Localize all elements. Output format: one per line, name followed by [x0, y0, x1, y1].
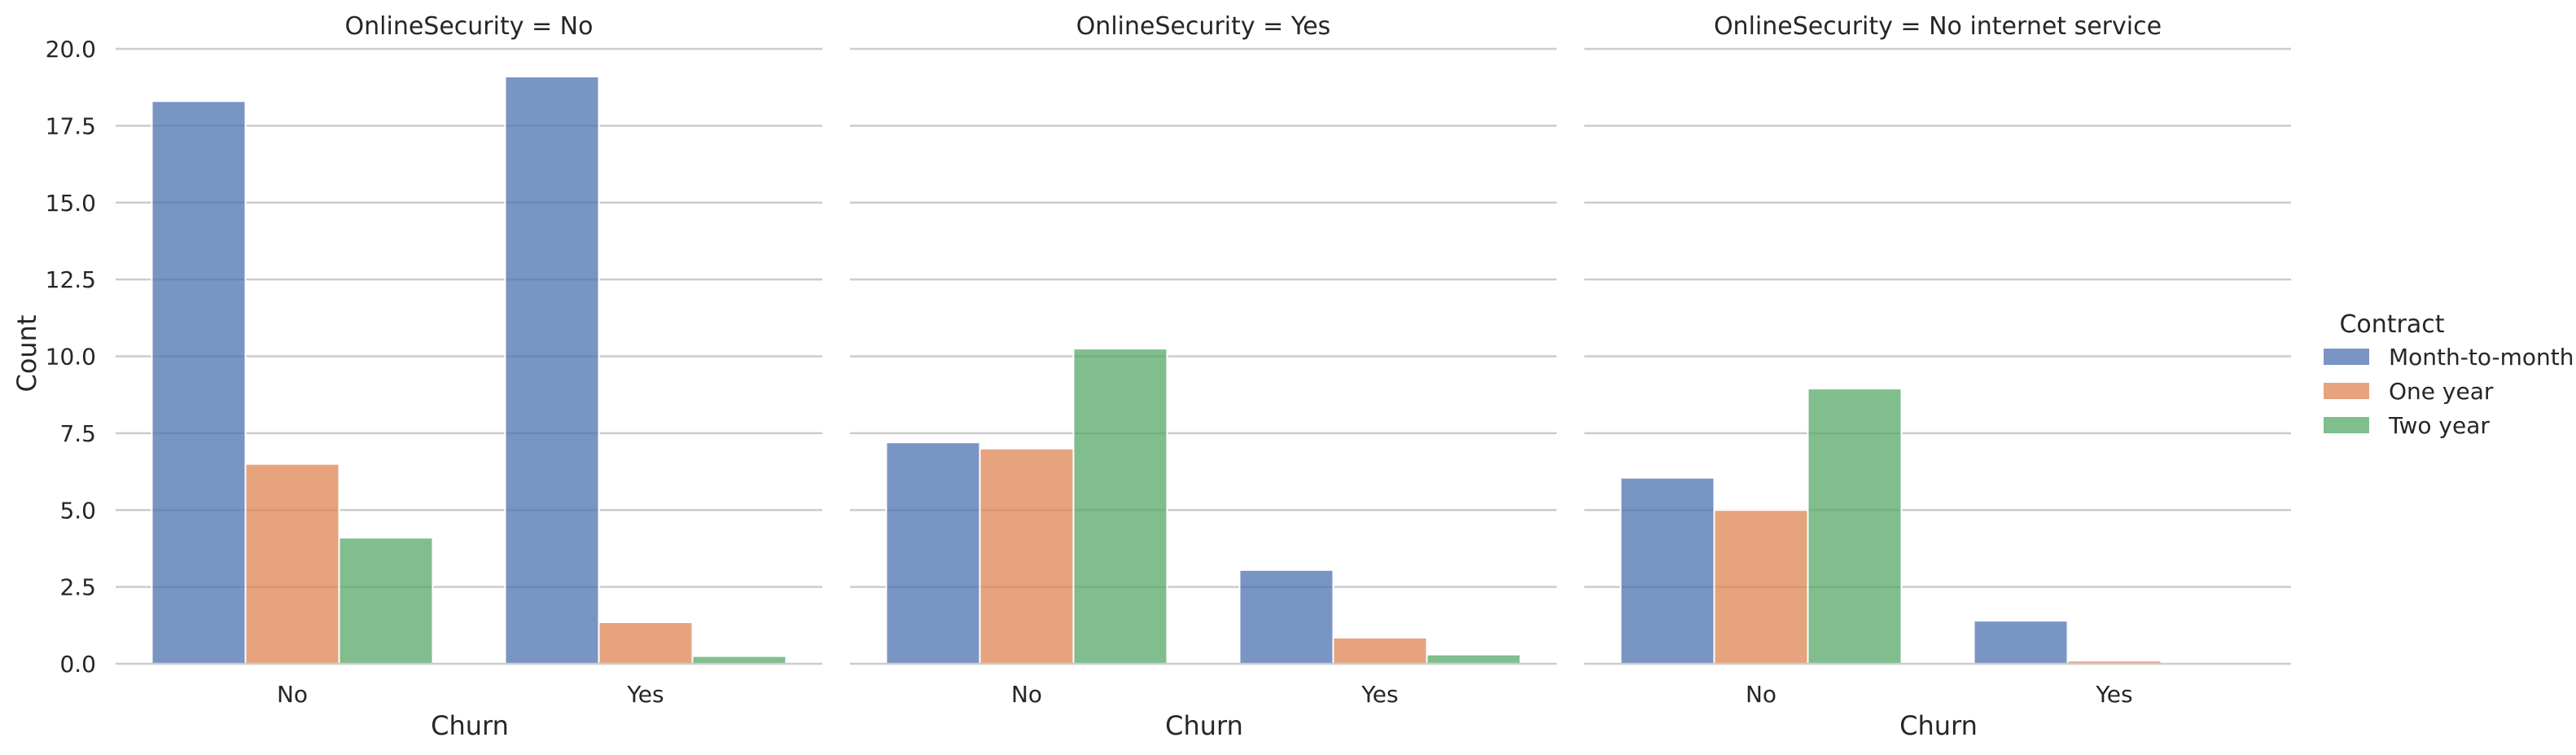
panel-3: OnlineSecurity = No internet service No Ye… — [1584, 12, 2291, 741]
bar-month-to-month-yes — [504, 75, 600, 665]
x-tick-label: No — [277, 681, 308, 708]
y-tick-label: 15.0 — [46, 190, 96, 217]
y-tick-label: 17.5 — [46, 112, 96, 139]
x-tick-label: No — [1011, 681, 1042, 708]
y-tick-label: 7.5 — [59, 420, 96, 447]
bar-month-to-month-yes — [1973, 620, 2069, 665]
x-tick-label: Yes — [626, 681, 664, 708]
panel-2: OnlineSecurity = Yes No Yes Churn — [850, 12, 1557, 741]
y-tick-label: 0.0 — [59, 651, 96, 678]
y-tick-label: 20.0 — [46, 36, 96, 63]
bar-one-year-no — [244, 463, 340, 665]
legend-swatch-month-to-month — [2324, 349, 2369, 365]
bar-month-to-month-no — [1619, 476, 1715, 665]
x-axis-label: Churn — [1899, 710, 1978, 741]
chart-panels: OnlineSecurity = No No Yes Churn 0.0 2.5 5.0 7.… — [46, 12, 2291, 741]
legend: Contract Month-to-month One year Two year — [2324, 310, 2574, 439]
y-tick-label: 10.0 — [46, 344, 96, 371]
legend-label: Month-to-month — [2389, 344, 2574, 371]
x-axis-label: Churn — [431, 710, 509, 741]
bar-month-to-month-no — [885, 441, 981, 665]
panel-title: OnlineSecurity = Yes — [1076, 12, 1331, 41]
bar-two-year-no — [1072, 348, 1168, 665]
bar-two-year-yes — [1426, 653, 1522, 665]
y-tick-label: 2.5 — [59, 574, 96, 601]
legend-swatch-one-year — [2324, 383, 2369, 399]
bar-one-year-yes — [598, 621, 694, 665]
panel-1: OnlineSecurity = No No Yes Churn 0.0 2.5 5.0 7.… — [46, 12, 822, 741]
bar-one-year-yes — [1332, 636, 1428, 665]
bar-one-year-no — [1713, 509, 1809, 665]
bar-two-year-no — [338, 537, 434, 665]
x-tick-label: Yes — [1360, 681, 1398, 708]
legend-title: Contract — [2339, 310, 2444, 339]
x-tick-label: Yes — [2095, 681, 2132, 708]
y-tick-label: 5.0 — [59, 497, 96, 524]
y-axis-label: Count — [11, 314, 42, 392]
bar-two-year-no — [1807, 388, 1903, 665]
legend-items: Month-to-month One year Two year — [2324, 344, 2574, 439]
bar-month-to-month-yes — [1238, 568, 1334, 665]
x-tick-label: No — [1746, 681, 1776, 708]
y-tick-label: 12.5 — [46, 266, 96, 293]
x-axis-label: Churn — [1165, 710, 1243, 741]
bar-month-to-month-no — [151, 100, 247, 665]
legend-label: One year — [2389, 378, 2494, 405]
panel-title: OnlineSecurity = No — [345, 12, 594, 41]
legend-swatch-two-year — [2324, 417, 2369, 433]
bar-one-year-no — [979, 447, 1075, 665]
panel-title: OnlineSecurity = No internet service — [1714, 12, 2162, 41]
legend-label: Two year — [2388, 412, 2490, 439]
bar-two-year-yes — [691, 655, 787, 665]
